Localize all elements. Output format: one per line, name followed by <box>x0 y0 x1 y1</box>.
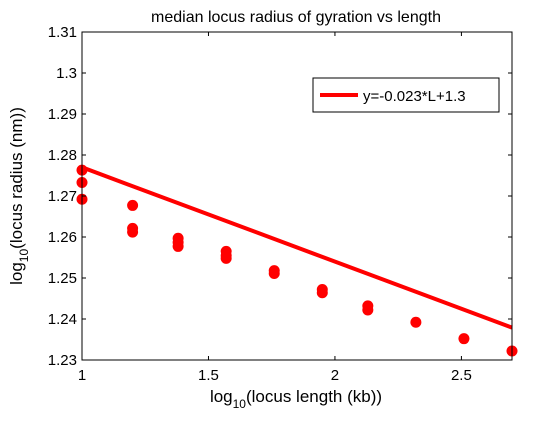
chart-title: median locus radius of gyration vs lengt… <box>151 9 441 26</box>
legend-label: y=-0.023*L+1.3 <box>363 88 466 105</box>
data-point <box>172 240 184 252</box>
data-points <box>76 164 518 357</box>
x-axis-ticks: 1 1.5 2 2.5 <box>78 32 472 384</box>
y-tick-label: 1.25 <box>48 270 77 287</box>
y-tick-label: 1.23 <box>48 352 77 369</box>
y-tick-label: 1.28 <box>48 147 77 164</box>
x-tick-label: 2 <box>331 367 339 384</box>
y-axis-label: log10(locus radius (nm)) <box>7 107 31 285</box>
data-point <box>362 304 374 316</box>
y-tick-label: 1.29 <box>48 106 77 123</box>
data-point <box>220 252 232 264</box>
legend: y=-0.023*L+1.3 <box>312 77 500 113</box>
y-tick-label: 1.24 <box>48 311 77 328</box>
data-point <box>127 199 139 211</box>
y-tick-label: 1.3 <box>56 65 77 82</box>
x-axis-label: log10(locus length (kb)) <box>210 387 382 411</box>
data-point <box>410 316 422 328</box>
y-axis-ticks: 1.23 1.24 1.25 1.26 1.27 1.28 1.29 1.3 1.31 <box>48 24 512 369</box>
data-point <box>268 267 280 279</box>
fit-line-layer <box>81 165 513 330</box>
data-point <box>316 287 328 299</box>
y-tick-label: 1.26 <box>48 229 77 246</box>
y-tick-label: 1.27 <box>48 188 77 205</box>
x-tick-label: 2.5 <box>451 367 472 384</box>
data-point <box>458 333 470 345</box>
y-tick-label: 1.31 <box>48 24 77 41</box>
fit-line <box>81 165 513 330</box>
x-tick-label: 1.5 <box>198 367 219 384</box>
data-point <box>127 226 139 238</box>
x-tick-label: 1 <box>78 367 86 384</box>
